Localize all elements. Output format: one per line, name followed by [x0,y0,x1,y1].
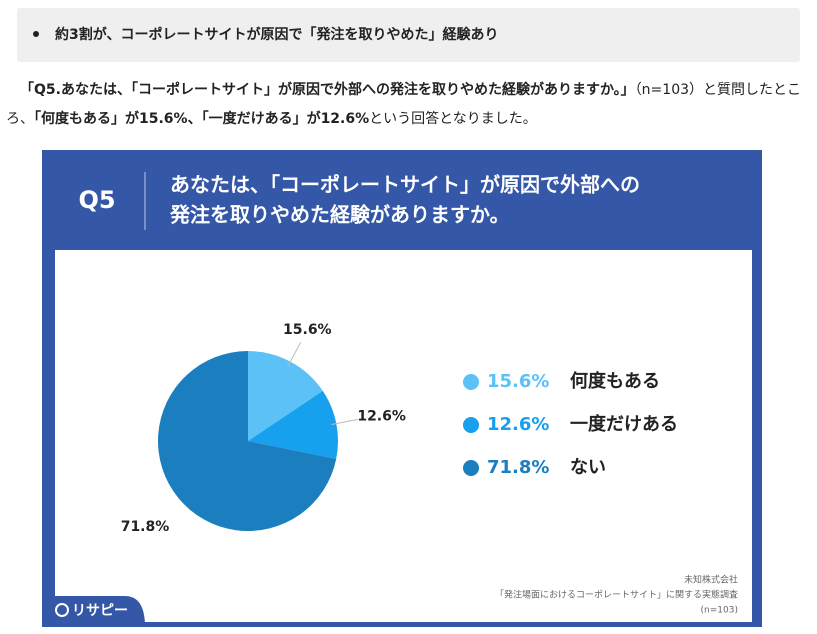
data-label: 12.6% [357,409,406,425]
paragraph-segment: （n=103）と質問したところ、 [6,82,802,127]
data-label: 71.8% [121,519,170,535]
legend-dot [463,374,479,390]
pie-slice [248,390,338,459]
legend-label: ない [570,457,606,478]
legend-dot [463,460,479,476]
question-line: あなたは、「コーポレートサイト」が原因で外部への [170,173,640,197]
legend-dot [463,417,479,433]
source-note: (n=103) [701,606,738,616]
pie-slice [158,351,337,531]
legend-label: 何度もある [570,370,660,392]
paragraph-segment: という回答となりました。 [369,111,537,127]
pie-slice [248,351,323,441]
source-note: 「発注場面におけるコーポレートサイト」に関する実態調査 [495,589,738,601]
legend-value: 71.8% [487,457,549,478]
legend-value: 12.6% [487,414,549,435]
question-label: Q5 [78,186,115,214]
source-note: 未知株式会社 [684,574,738,586]
logo: リサピー [72,603,128,619]
leader-line [287,341,302,367]
logo-icon [55,603,69,617]
legend-label: 一度だけある [570,413,678,435]
data-label: 15.6% [283,322,332,338]
header-box: 約3割が、コーポレートサイトが原因で「発注を取りやめた」経験あり [17,8,800,62]
paragraph: 「Q5.あなたは、「コーポレートサイト」が原因で外部への発注を取りやめた経験があ… [6,76,806,134]
logo-bg [42,596,145,627]
header-text: 約3割が、コーポレートサイトが原因で「発注を取りやめた」経験あり [55,27,499,43]
bullet-dot [33,31,39,37]
question-line: 発注を取りやめた経験がありますか。 [169,203,510,227]
paragraph-segment: 「何度もある」が15.6%、「一度だけある」が12.6% [34,111,370,127]
paragraph-segment: 「Q5.あなたは、「コーポレートサイト」が原因で外部への発注を取りやめた経験があ… [20,82,635,98]
legend-value: 15.6% [487,371,549,392]
leader-line [331,418,358,426]
